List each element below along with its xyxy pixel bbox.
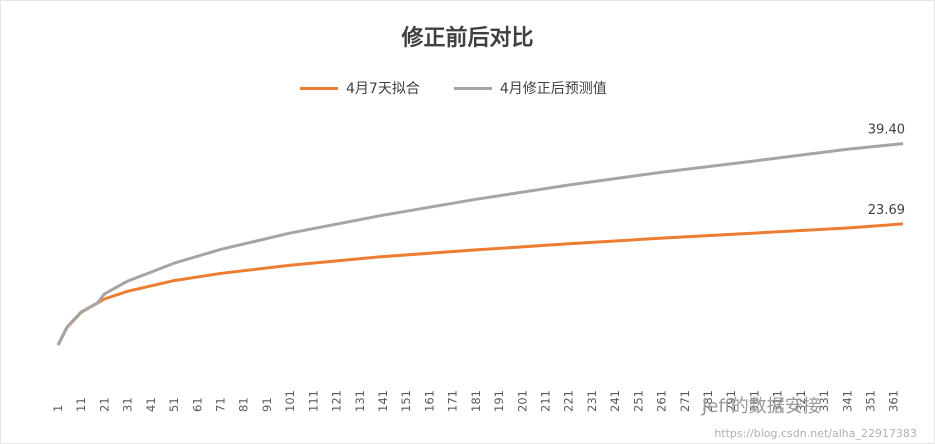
x-tick-label: 261 — [655, 390, 669, 412]
legend-item-series-2: 4月修正后预测值 — [453, 78, 607, 98]
series-line-1 — [56, 222, 904, 346]
chart-title: 修正前后对比 — [401, 26, 534, 51]
x-tick-label: 11 — [74, 397, 88, 412]
data-label-series-2: 39.40 — [868, 123, 905, 138]
x-tick-label: 241 — [608, 390, 622, 412]
x-tick-label: 311 — [771, 390, 785, 412]
x-tick-label: 121 — [330, 390, 344, 412]
x-tick-label: 211 — [539, 390, 553, 412]
x-tick-label: 71 — [214, 397, 228, 412]
x-tick-label: 201 — [515, 390, 529, 412]
x-tick-label: 181 — [469, 390, 483, 412]
x-tick-label: 91 — [260, 397, 274, 412]
x-tick-label: 301 — [747, 390, 761, 412]
x-tick-label: 111 — [306, 390, 320, 412]
x-tick-label: 81 — [237, 397, 251, 412]
x-tick-label: 61 — [190, 397, 204, 412]
x-tick-label: 271 — [678, 390, 692, 412]
x-tick-label: 291 — [724, 390, 738, 412]
x-tick-label: 231 — [585, 390, 599, 412]
legend-item-series-1: 4月7天拟合 — [300, 78, 420, 98]
x-tick-label: 1 — [51, 405, 65, 412]
x-tick-label: 351 — [864, 390, 878, 412]
legend-label-series-1: 4月7天拟合 — [346, 81, 420, 97]
chart-legend: 4月7天拟合 4月修正后预测值 — [300, 78, 641, 98]
x-tick-label: 331 — [817, 390, 831, 412]
x-tick-label: 281 — [701, 390, 715, 412]
x-tick-label: 41 — [144, 397, 158, 412]
x-tick-label: 361 — [887, 390, 901, 412]
x-tick-label: 21 — [97, 397, 111, 412]
legend-swatch-series-1 — [300, 86, 338, 90]
x-tick-label: 101 — [283, 390, 297, 412]
x-tick-label: 51 — [167, 397, 181, 412]
legend-swatch-series-2 — [453, 86, 492, 90]
x-tick-label: 161 — [422, 390, 436, 412]
x-tick-label: 191 — [492, 390, 506, 412]
x-tick-label: 151 — [399, 390, 413, 412]
x-tick-label: 321 — [794, 390, 808, 412]
x-tick-label: 141 — [376, 390, 390, 412]
url-watermark: https://blog.csdn.net/alha_22917383 — [714, 427, 917, 440]
x-tick-label: 341 — [840, 390, 854, 412]
x-tick-label: 251 — [631, 390, 645, 412]
x-tick-label: 221 — [562, 390, 576, 412]
series-line-2 — [56, 142, 904, 346]
x-tick-label: 131 — [353, 390, 367, 412]
legend-label-series-2: 4月修正后预测值 — [499, 81, 607, 97]
data-label-series-1: 23.69 — [868, 203, 905, 218]
wechat-watermark: Jeff的数据安接 — [702, 396, 821, 417]
x-tick-label: 31 — [121, 397, 135, 412]
x-tick-label: 171 — [446, 390, 460, 412]
